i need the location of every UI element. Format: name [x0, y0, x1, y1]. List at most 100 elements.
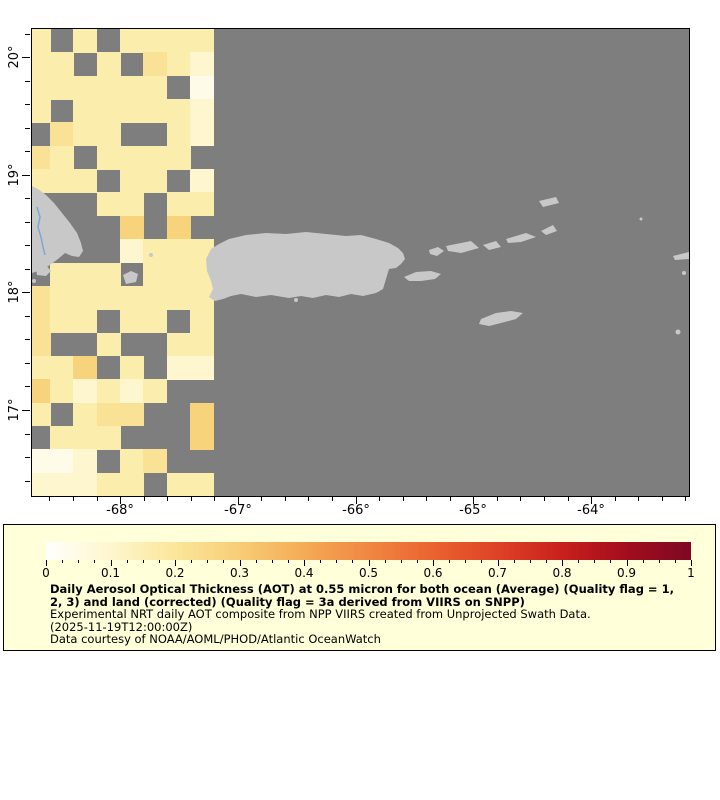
aot-data-cell: [73, 29, 98, 53]
aot-data-cell: [190, 169, 214, 193]
landmass-layer: [32, 186, 689, 335]
axis-tick: [308, 496, 309, 501]
axis-tick: [638, 496, 639, 501]
aot-data-cell: [32, 52, 51, 77]
culebra-island: [429, 247, 444, 256]
legend-timestamp: (2025-11-19T12:00:00Z): [50, 619, 193, 634]
aot-data-cell: [96, 332, 121, 357]
aot-data-cell: [190, 52, 214, 77]
colorbar-minor-tick: [514, 560, 515, 563]
aot-data-cell: [166, 215, 191, 240]
axis-tick: [25, 104, 30, 105]
latitude-label: 20°: [7, 45, 22, 69]
axis-tick: [450, 496, 451, 501]
colorbar-tick: [369, 560, 370, 566]
axis-tick: [25, 339, 30, 340]
aot-data-cell: [50, 75, 74, 100]
aot-data-cell: [120, 309, 144, 334]
aot-data-cell: [96, 75, 121, 100]
aot-data-cell: [73, 169, 98, 193]
colorbar-minor-tick: [675, 560, 676, 563]
aot-data-cell: [190, 99, 214, 123]
aot-data-cell: [96, 425, 121, 450]
colorbar-minor-tick: [78, 560, 79, 563]
axis-tick: [25, 245, 30, 246]
axis-tick: [25, 316, 30, 317]
aot-data-cell: [73, 122, 98, 147]
colorbar-minor-tick: [352, 560, 353, 563]
aot-data-cell: [73, 75, 98, 100]
aot-map: [31, 28, 690, 497]
aot-data-cell: [32, 285, 51, 310]
aot-data-cell: [120, 355, 144, 380]
aot-data-cell: [32, 29, 51, 53]
puerto-rico-island: [206, 232, 405, 301]
aot-data-cell: [166, 239, 191, 263]
aot-data-cell: [143, 379, 168, 404]
aot-data-cell: [96, 192, 121, 217]
colorbar-tick-label: 0.8: [552, 566, 572, 580]
colorbar-minor-tick: [481, 560, 482, 563]
aot-data-cell: [120, 239, 144, 263]
aot-data-cell: [190, 402, 214, 427]
colorbar-minor-tick: [159, 560, 160, 563]
aot-data-cell: [73, 285, 98, 310]
caja-de-muertos-island: [294, 298, 298, 302]
colorbar-minor-tick: [191, 560, 192, 563]
aot-data-cell: [120, 402, 144, 427]
aot-data-cell: [32, 145, 51, 170]
axis-tick: [520, 496, 521, 501]
legend-title-line2: 2, 3) and land (corrected) (Quality flag…: [50, 594, 525, 609]
axis-tick: [214, 496, 215, 501]
aot-data-cell: [166, 29, 191, 53]
aot-data-cell: [32, 99, 51, 123]
aot-data-cell: [143, 262, 168, 287]
aot-data-cell: [32, 379, 51, 404]
axis-tick: [25, 269, 30, 270]
aot-data-cell: [166, 355, 191, 380]
axis-tick: [167, 496, 168, 501]
axis-tick: [544, 496, 545, 501]
colorbar-minor-tick: [223, 560, 224, 563]
aot-data-cell: [143, 449, 168, 474]
axis-tick: [25, 151, 30, 152]
aot-data-cell: [50, 285, 74, 310]
colorbar-tick-label: 0.7: [487, 566, 508, 580]
aot-data-cell: [190, 425, 214, 450]
colorbar-minor-tick: [288, 560, 289, 563]
aot-data-cell: [50, 355, 74, 380]
st-thomas-island: [446, 241, 479, 253]
axis-tick: [356, 496, 357, 504]
aot-data-cell: [143, 99, 168, 123]
axis-tick: [685, 496, 686, 501]
axis-tick: [568, 496, 569, 501]
colorbar-minor-tick: [465, 560, 466, 563]
colorbar-tick-label: 0.5: [358, 566, 379, 580]
aot-data-cell: [120, 192, 144, 217]
aot-data-cell: [143, 75, 168, 100]
colorbar-tick-label: 0.4: [294, 566, 314, 580]
axis-tick: [25, 434, 30, 435]
aot-data-cell: [32, 472, 51, 496]
axis-tick: [22, 57, 30, 58]
colorbar-minor-tick: [578, 560, 579, 563]
colorbar-minor-tick: [659, 560, 660, 563]
colorbar-tick: [46, 560, 47, 566]
aot-data-cell: [143, 285, 168, 310]
desecheo-island: [149, 253, 153, 257]
axis-tick: [285, 496, 286, 501]
aot-data-cell: [73, 355, 98, 380]
aot-data-cell: [143, 52, 168, 77]
axis-tick: [662, 496, 663, 501]
anguilla-island: [673, 252, 689, 260]
axis-tick: [25, 386, 30, 387]
axis-tick: [591, 496, 592, 504]
aot-data-cell: [50, 169, 74, 193]
aot-data-cell: [96, 145, 121, 170]
aot-data-cell: [50, 379, 74, 404]
aot-data-cell: [166, 99, 191, 123]
aot-data-cell: [120, 449, 144, 474]
st-croix-island: [479, 311, 523, 326]
axis-tick: [25, 222, 30, 223]
